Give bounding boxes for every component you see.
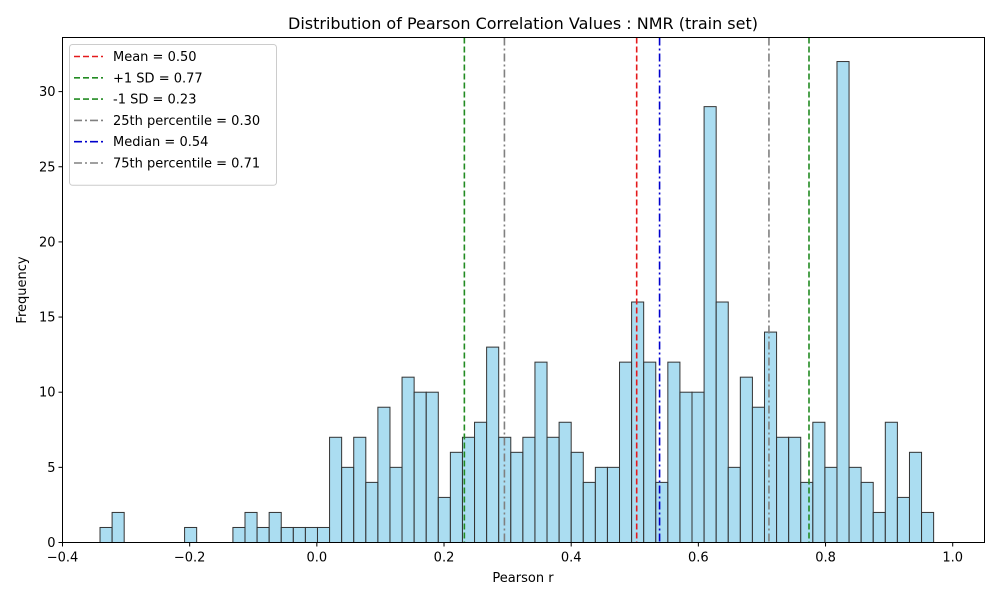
histogram-bar	[739, 376, 753, 543]
y-tick-label: 20	[39, 235, 56, 250]
histogram-bar	[872, 511, 886, 544]
x-tick-label: −0.4	[47, 551, 79, 566]
chart-title: Distribution of Pearson Correlation Valu…	[288, 14, 758, 33]
histogram-bar	[474, 421, 488, 543]
histogram-bar	[546, 436, 560, 543]
x-axis: −0.4 −0.2 0.0 0.2 0.4 0.6 0.8 1.0	[47, 542, 963, 566]
x-tick-label: 0.4	[561, 551, 582, 566]
x-tick-label: 0.8	[815, 551, 836, 566]
histogram-bar	[232, 526, 246, 543]
histogram-bar	[812, 421, 826, 543]
legend-label: 75th percentile = 0.71	[113, 157, 260, 172]
histogram-bar	[437, 496, 451, 543]
histogram-bar	[679, 391, 693, 544]
histogram-bar	[244, 511, 258, 544]
histogram-bar	[353, 436, 367, 543]
legend-label: -1 SD = 0.23	[113, 93, 196, 108]
histogram-bar	[449, 451, 463, 544]
histogram-bar	[99, 526, 113, 543]
reference-lines-group	[463, 37, 810, 543]
histogram-bar	[329, 436, 343, 543]
histogram-bar	[921, 511, 935, 544]
histogram-bar	[365, 481, 379, 543]
histogram-bar	[619, 361, 633, 543]
histogram-bar	[715, 301, 729, 543]
x-tick-label: 1.0	[942, 551, 963, 566]
histogram-bar	[776, 436, 790, 543]
histogram-bar	[727, 466, 741, 544]
histogram-bar	[256, 526, 270, 543]
histogram-bar	[316, 526, 331, 543]
histogram-bar	[292, 526, 306, 543]
histogram-bar	[703, 106, 717, 543]
legend-label: 25th percentile = 0.30	[113, 114, 260, 129]
histogram-bar	[691, 391, 705, 544]
histogram-bar	[751, 406, 765, 543]
histogram-bar	[667, 361, 681, 543]
legend: Mean = 0.50 +1 SD = 0.77 -1 SD = 0.23 25th …	[69, 44, 277, 186]
y-tick-label: 5	[47, 461, 55, 476]
histogram-bar	[643, 361, 657, 543]
histogram-bar	[763, 331, 778, 544]
histogram-bar	[401, 376, 415, 543]
legend-label: +1 SD = 0.77	[113, 71, 203, 86]
histogram-bar	[558, 421, 572, 543]
histogram-bar	[413, 391, 427, 544]
histogram-bar	[848, 466, 862, 544]
y-axis-title: Frequency	[15, 256, 30, 323]
histogram-bar	[788, 436, 802, 543]
histogram-bar	[606, 466, 621, 544]
x-tick-label: 0.2	[434, 551, 455, 566]
histogram-bar	[534, 361, 548, 543]
histogram-bar	[377, 406, 391, 543]
histogram-bar	[631, 301, 645, 543]
histogram-bar	[884, 421, 898, 543]
histogram-bar	[425, 391, 439, 544]
y-axis: 0 5 10 15 20 25 30	[39, 85, 63, 551]
histogram-bar	[655, 481, 669, 543]
histogram-bar	[896, 496, 910, 543]
histogram-bar	[908, 451, 923, 544]
x-tick-label: −0.2	[174, 551, 206, 566]
plot-frame	[62, 37, 985, 543]
histogram-bar	[280, 526, 294, 543]
y-tick-label: 15	[39, 311, 56, 326]
y-tick-label: 25	[39, 160, 56, 175]
histogram-bar	[800, 481, 814, 543]
x-axis-title: Pearson r	[492, 571, 554, 586]
histogram-bar	[594, 466, 608, 544]
y-tick-label: 0	[47, 536, 55, 551]
histogram-bar	[111, 511, 125, 544]
histogram-bar	[341, 466, 355, 544]
x-tick-label: 0.0	[307, 551, 328, 566]
histogram-bar	[510, 451, 524, 544]
y-tick-label: 30	[39, 85, 56, 100]
histogram-bar	[836, 61, 850, 544]
y-tick-label: 10	[39, 386, 56, 401]
histogram-bar	[389, 466, 403, 544]
legend-label: Median = 0.54	[113, 135, 208, 150]
x-tick-label: 0.6	[688, 551, 709, 566]
histogram-bar	[570, 451, 584, 544]
legend-box	[69, 44, 277, 186]
histogram-bar	[184, 526, 198, 543]
histogram-bar	[304, 526, 318, 543]
histogram-bar	[268, 511, 282, 544]
histogram-bar	[522, 436, 536, 543]
histogram-bar	[824, 466, 838, 544]
histogram-bar	[486, 346, 500, 543]
legend-label: Mean = 0.50	[113, 50, 197, 65]
histogram-bar	[582, 481, 596, 543]
histogram-bar	[860, 481, 874, 543]
